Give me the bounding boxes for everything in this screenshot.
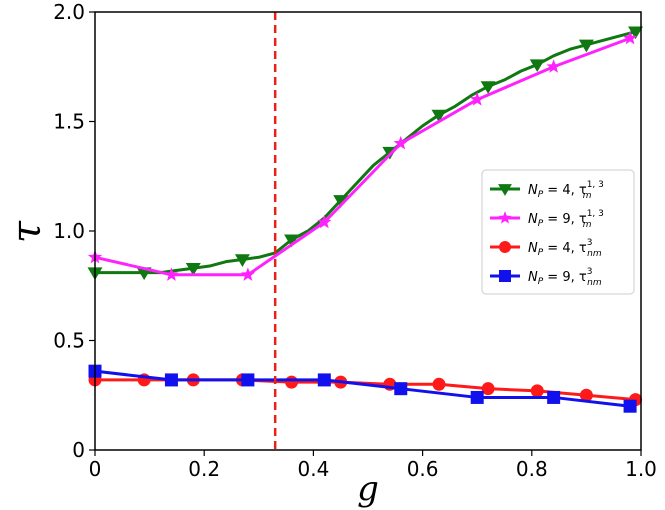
data-point <box>317 373 331 387</box>
legend-label: NP = 4, τ3 nm <box>528 238 602 259</box>
data-point <box>240 267 255 281</box>
y-tick-label: 1.5 <box>53 110 85 134</box>
series-2 <box>87 30 638 281</box>
x-tick-label: 0.4 <box>297 457 329 481</box>
legend-marker <box>498 211 512 224</box>
data-point <box>164 267 179 281</box>
data-point <box>578 39 594 53</box>
data-point <box>431 109 447 123</box>
series-line <box>95 30 636 275</box>
data-point <box>481 382 495 396</box>
data-point <box>185 262 201 276</box>
data-point <box>317 214 332 229</box>
ticks-layer: 0 0.2 0.4 0.6 0.8 1.0 0 0.5 1.0 1.5 2.0 <box>53 0 657 481</box>
legend-entry: NP = 9, τ3 nm <box>490 267 602 288</box>
data-point <box>234 254 250 267</box>
x-tick-label: 0 <box>89 457 102 481</box>
data-point <box>546 59 561 73</box>
y-tick-label: 1.0 <box>53 219 85 243</box>
data-point <box>284 234 300 248</box>
data-point <box>530 384 544 398</box>
legend-marker <box>499 270 511 282</box>
data-point <box>622 30 638 45</box>
y-axis-label: τ <box>4 220 50 243</box>
x-axis-label: g <box>357 469 379 509</box>
data-point <box>470 390 484 404</box>
x-tick-label: 0.2 <box>188 457 220 481</box>
data-point <box>529 59 545 73</box>
series-line <box>94 36 631 277</box>
x-tick-label: 0.8 <box>516 457 548 481</box>
legend-marker <box>499 241 511 253</box>
y-tick-label: 0 <box>72 438 85 462</box>
data-point <box>432 377 446 391</box>
data-point <box>394 382 408 396</box>
x-tick-label: 0.6 <box>407 457 439 481</box>
series-1 <box>87 26 644 281</box>
series-4 <box>88 364 637 413</box>
data-point <box>623 399 637 413</box>
legend-entry: NP = 4, τ3 nm <box>490 238 602 259</box>
x-tick-label: 1.0 <box>625 457 657 481</box>
data-point <box>333 195 349 208</box>
legend-label: NP = 9, τ3 nm <box>528 267 602 288</box>
data-point <box>579 388 593 402</box>
legend-marker <box>498 184 512 196</box>
series-line <box>94 369 631 408</box>
y-tick-label: 0.5 <box>53 329 85 353</box>
data-point <box>547 390 561 404</box>
data-point <box>470 92 485 106</box>
y-tick-label: 2.0 <box>53 0 85 24</box>
data-point <box>393 135 408 150</box>
data-point <box>628 26 644 40</box>
data-point <box>285 375 299 389</box>
legend-box <box>481 169 635 295</box>
data-point <box>241 373 255 387</box>
legend: NP = 4, τ1, 3 m NP = 9, τ1, 3 m NP = 4, τ3 nm… <box>481 169 635 295</box>
data-point <box>480 81 496 94</box>
data-point <box>164 373 178 387</box>
